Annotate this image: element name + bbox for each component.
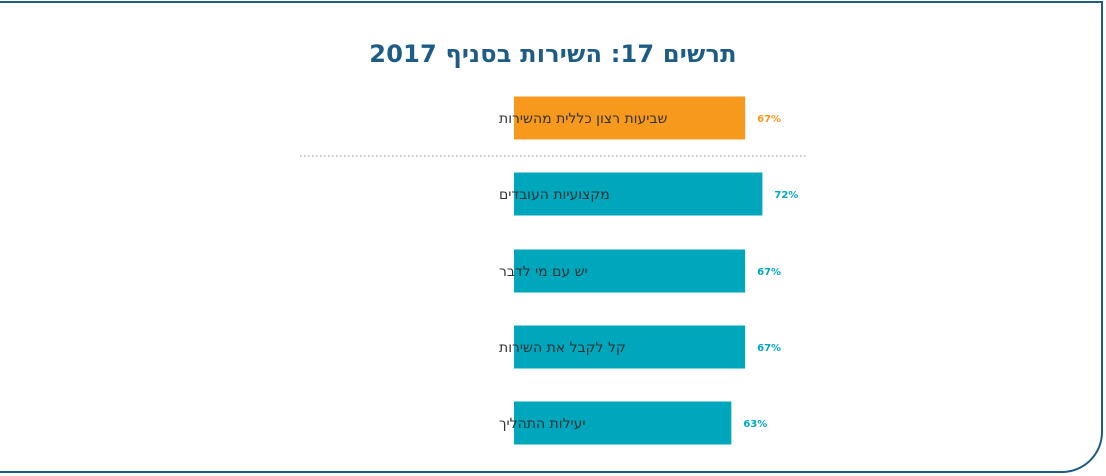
- bar-4: [514, 325, 746, 369]
- value-label-4: 67%: [757, 343, 781, 354]
- value-label-5: 63%: [743, 419, 767, 430]
- bar-5: [514, 401, 732, 445]
- category-label-2: מקצועיות העובדים: [499, 187, 610, 203]
- category-label-3: יש עם מי לדבר: [499, 264, 588, 280]
- value-label-2: 72%: [774, 190, 798, 201]
- category-label-4: קל לקבל את השירות: [499, 340, 626, 356]
- category-label-1: שביעות רצון כללית מהשירות: [499, 111, 667, 127]
- bar-2: [514, 172, 763, 216]
- value-label-3: 67%: [757, 267, 781, 278]
- bar-1: [514, 96, 746, 140]
- value-label-1: 67%: [757, 114, 781, 125]
- category-label-5: יעילות התהליך: [499, 416, 586, 432]
- bar-3: [514, 249, 746, 293]
- chart-title: תרשים 17: השירות בסניף 2017: [369, 40, 737, 68]
